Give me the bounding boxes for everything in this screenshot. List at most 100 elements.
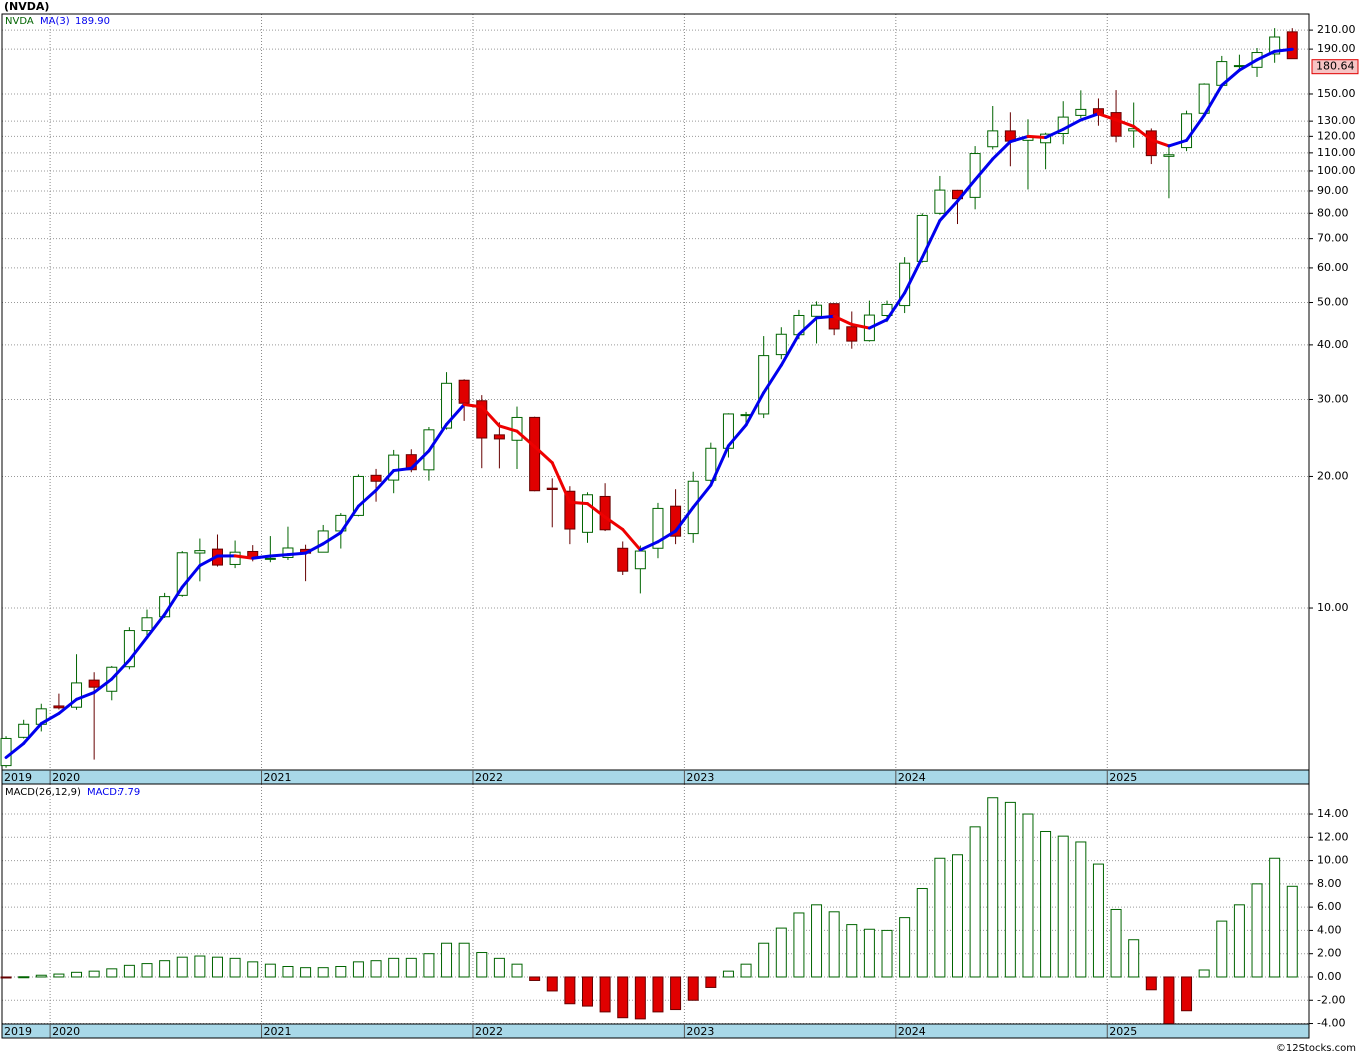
ma-segment xyxy=(603,515,625,531)
y-tick-label: 150.00 xyxy=(1317,87,1356,100)
macd-bar xyxy=(1269,857,1281,978)
macd-bar xyxy=(1110,908,1122,978)
y-tick-label: 90.00 xyxy=(1317,184,1349,197)
x-tick-label: 2022 xyxy=(475,1025,503,1038)
ma-segment xyxy=(691,483,713,509)
macd-bar xyxy=(141,963,153,978)
ma-segment xyxy=(1273,47,1294,53)
ma-segment xyxy=(744,391,766,427)
ma-segment xyxy=(656,529,678,544)
y-tick-label: 120.00 xyxy=(1317,129,1356,142)
candle-body xyxy=(476,400,488,439)
macd-bar xyxy=(722,970,734,978)
candle-body xyxy=(264,557,276,560)
candle-body xyxy=(617,547,629,572)
ma-segment xyxy=(621,527,642,552)
macd-bar xyxy=(687,976,699,1001)
macd-bar xyxy=(300,967,312,978)
ma-segment xyxy=(92,677,114,694)
ma-segment xyxy=(356,488,378,508)
macd-bar xyxy=(441,942,453,978)
symbol-label: NVDA xyxy=(5,16,34,27)
y-tick-label: 130.00 xyxy=(1317,114,1356,127)
candle-body xyxy=(529,416,541,492)
candle-body xyxy=(229,551,241,565)
macd-bar xyxy=(35,974,47,978)
macd-bar xyxy=(88,970,100,978)
macd-bar xyxy=(1128,939,1140,978)
y-tick-label: 60.00 xyxy=(1317,261,1349,274)
x-tick-label: 2024 xyxy=(898,771,926,784)
ma-segment xyxy=(374,469,396,492)
macd-bar xyxy=(881,929,893,978)
macd-bar xyxy=(652,976,664,1013)
ma-segment xyxy=(1149,138,1171,148)
macd-label: MACD(26,12,9) xyxy=(5,787,81,798)
candle-body xyxy=(18,723,30,738)
ma-segment xyxy=(22,722,43,745)
ma-segment xyxy=(1079,112,1100,122)
ma-segment xyxy=(1096,112,1118,122)
candle-body xyxy=(1075,108,1087,116)
ma-segment xyxy=(427,422,449,453)
candle-body xyxy=(581,494,593,533)
ma-segment xyxy=(233,554,255,560)
ma-segment xyxy=(938,199,959,223)
ma-segment xyxy=(39,711,61,726)
ma-segment xyxy=(568,500,589,506)
ma-segment xyxy=(815,314,836,320)
plot-area xyxy=(2,14,1309,770)
macd-bar xyxy=(71,971,83,978)
candle-body xyxy=(88,679,100,688)
ma-segment xyxy=(251,554,272,560)
y-tick-label: 0.00 xyxy=(1317,970,1342,983)
ma-segment xyxy=(1202,83,1224,117)
y-tick-label: 12.00 xyxy=(1317,830,1349,843)
y-tick-label: -2.00 xyxy=(1317,993,1345,1006)
last-price: 180.64 xyxy=(1316,60,1355,73)
ma-segment xyxy=(1185,113,1206,142)
macd-bar xyxy=(740,963,752,978)
ma-segment xyxy=(885,291,907,322)
macd-bar xyxy=(370,960,382,978)
macd-value-name: MACD: xyxy=(87,787,120,798)
macd-bar xyxy=(899,917,911,978)
macd-bar xyxy=(388,957,400,978)
candle-body xyxy=(194,550,206,554)
candle-body xyxy=(370,474,382,482)
y-tick-label: 30.00 xyxy=(1317,392,1349,405)
y-tick-label: 8.00 xyxy=(1317,877,1342,890)
chart-title: (NVDA) xyxy=(4,0,49,13)
y-tick-label: 80.00 xyxy=(1317,206,1349,219)
macd-bar xyxy=(1004,801,1016,978)
ma-segment xyxy=(533,445,554,465)
ma-segment xyxy=(180,564,202,589)
x-tick-label: 2024 xyxy=(898,1025,926,1038)
ma-segment xyxy=(1044,127,1065,139)
y-tick-label: 110.00 xyxy=(1317,146,1356,159)
candle-body xyxy=(705,447,717,481)
macd-bar xyxy=(599,976,611,1013)
macd-bar xyxy=(194,955,206,978)
macd-bar xyxy=(775,927,787,978)
macd-bar xyxy=(0,976,12,979)
macd-bar xyxy=(1251,883,1263,978)
macd-bar xyxy=(1057,835,1069,978)
macd-bar xyxy=(1040,830,1052,978)
candle-body xyxy=(71,682,83,708)
x-tick-label: 2020 xyxy=(52,1025,80,1038)
x-tick-label: 2023 xyxy=(686,1025,714,1038)
candle-body xyxy=(916,214,928,262)
candle-body xyxy=(1110,112,1122,137)
macd-bar xyxy=(846,924,858,978)
candle-body xyxy=(546,487,558,491)
ma-value: 189.90 xyxy=(75,16,110,27)
macd-bar xyxy=(352,961,364,978)
macd-bar xyxy=(317,967,329,978)
ma-segment xyxy=(57,697,79,715)
ma-segment xyxy=(198,554,219,568)
y-tick-label: 50.00 xyxy=(1317,296,1349,309)
ma-segment xyxy=(850,323,871,330)
macd-bar xyxy=(581,976,593,1007)
macd-bar xyxy=(1216,920,1228,978)
